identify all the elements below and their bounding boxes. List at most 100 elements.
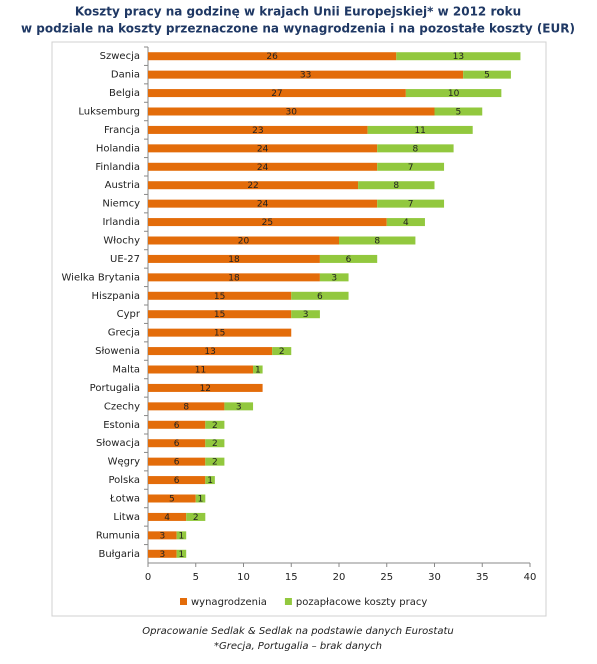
legend-swatch [284, 598, 292, 605]
bar-segment [148, 199, 378, 208]
chart-subtitle: w podziale na koszty przeznaczone na wyn… [21, 22, 575, 36]
bar-segment [148, 89, 406, 98]
bar-segment [148, 420, 206, 429]
value-label: 8 [413, 144, 419, 154]
bar-segment [205, 476, 215, 485]
y-tick-label: Hiszpania [92, 291, 140, 302]
value-label: 2 [212, 439, 218, 449]
y-tick-label: Wielka Brytania [62, 272, 140, 283]
y-tick-label: Malta [112, 365, 140, 376]
bar-segment [148, 365, 254, 374]
value-label: 1 [179, 550, 185, 560]
bar-segment [148, 254, 320, 263]
bar-segment [463, 70, 511, 79]
value-label: 6 [174, 476, 180, 486]
value-label: 1 [179, 531, 185, 541]
bar-segment [148, 402, 225, 411]
bar-segment [358, 181, 435, 190]
bar-segment [148, 52, 397, 61]
bar-segment [148, 439, 206, 448]
x-tick-label: 5 [193, 572, 199, 583]
y-tick-label: Cypr [117, 309, 141, 320]
bar-segment [148, 310, 292, 319]
value-label: 13 [204, 347, 215, 357]
bar-segment [148, 273, 320, 282]
x-tick-label: 20 [333, 572, 346, 583]
bar-segment [291, 291, 349, 300]
bar-segment [148, 512, 187, 521]
y-tick-label: Litwa [113, 512, 140, 523]
value-label: 33 [300, 71, 311, 81]
value-label: 10 [448, 89, 460, 99]
value-label: 4 [403, 218, 409, 228]
footnote: *Grecja, Portugalia – brak danych [214, 641, 382, 652]
bar-segment [148, 236, 339, 245]
y-tick-label: Francja [104, 125, 140, 136]
source-note: Opracowanie Sedlak & Sedlak na podstawie… [142, 626, 453, 637]
bar-segment [148, 291, 292, 300]
y-tick-label: Szwecja [100, 51, 140, 62]
value-label: 5 [169, 495, 175, 505]
value-label: 22 [247, 181, 258, 191]
bar-segment [148, 457, 206, 466]
bar-segment [386, 218, 425, 227]
value-label: 8 [183, 402, 189, 412]
value-label: 1 [255, 366, 261, 376]
bar-segment [148, 328, 292, 337]
value-label: 3 [303, 310, 309, 320]
bar-segment [405, 89, 502, 98]
value-label: 13 [453, 52, 464, 62]
value-label: 26 [266, 52, 278, 62]
x-tick-label: 40 [524, 572, 537, 583]
value-label: 2 [212, 421, 218, 431]
y-tick-label: Łotwa [109, 494, 140, 505]
bar-segment [186, 512, 206, 521]
value-label: 6 [174, 439, 180, 449]
bar-segment [319, 254, 378, 263]
chart-title: Koszty pracy na godzinę w krajach Unii E… [75, 5, 521, 19]
value-label: 7 [408, 163, 414, 173]
value-label: 7 [408, 200, 414, 210]
x-tick-label: 10 [237, 572, 250, 583]
value-label: 3 [159, 550, 165, 560]
y-tick-label: Austria [105, 180, 140, 191]
bar-segment [205, 439, 225, 448]
bar-segment [434, 107, 483, 116]
value-label: 3 [236, 402, 242, 412]
value-label: 18 [228, 255, 240, 265]
bar-segment [148, 218, 387, 227]
y-tick-label: Węgry [108, 457, 140, 468]
value-label: 12 [200, 384, 211, 394]
value-label: 2 [279, 347, 285, 357]
value-label: 11 [195, 366, 206, 376]
value-label: 1 [198, 495, 204, 505]
y-tick-label: Portugalia [90, 383, 140, 394]
y-tick-label: Grecja [108, 328, 140, 339]
bar-segment [176, 549, 187, 558]
value-label: 15 [214, 310, 225, 320]
bar-segment [148, 494, 196, 503]
chart-frame [51, 41, 547, 617]
value-label: 6 [174, 458, 180, 468]
bar-segment [148, 383, 263, 392]
bar-segment [291, 310, 320, 319]
bar-segment [148, 531, 177, 540]
y-tick-label: Dania [111, 70, 140, 81]
y-tick-label: Belgia [109, 88, 140, 99]
value-label: 2 [212, 458, 218, 468]
legend-label: pozapłacowe koszty pracy [296, 597, 427, 608]
y-tick-label: Polska [108, 475, 140, 486]
bar-segment [367, 125, 473, 134]
x-tick-label: 30 [428, 572, 441, 583]
bar-segment [319, 273, 349, 282]
x-tick-label: 35 [476, 572, 489, 583]
x-tick-label: 25 [380, 572, 393, 583]
bar-segment [148, 181, 359, 190]
value-label: 5 [484, 71, 490, 81]
bar-segment [148, 476, 206, 485]
value-label: 25 [262, 218, 273, 228]
bar-segment [339, 236, 416, 245]
value-label: 11 [414, 126, 425, 136]
value-label: 3 [331, 273, 337, 283]
